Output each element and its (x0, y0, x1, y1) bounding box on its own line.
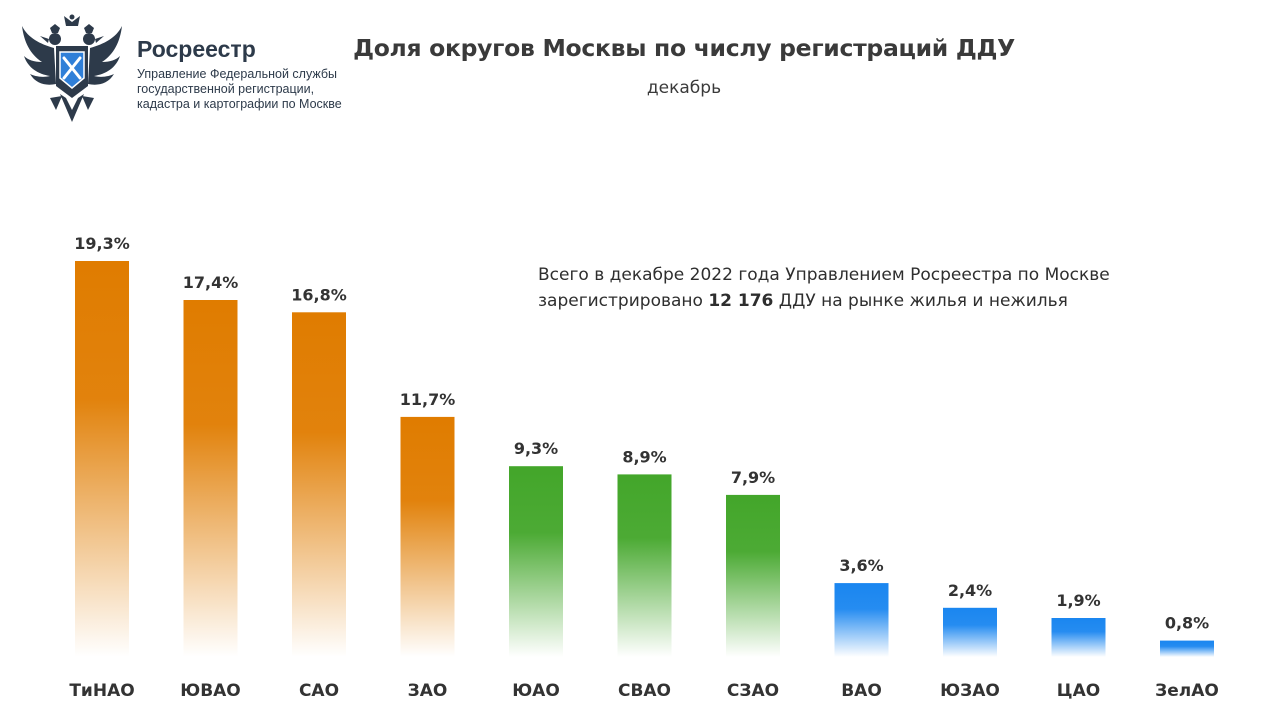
bar-value-label: 2,4% (948, 581, 992, 600)
category-label: ЮЗАО (940, 681, 1000, 701)
category-label: САО (299, 681, 339, 701)
org-subtitle: Управление Федеральной службы государств… (137, 67, 342, 112)
category-label: ЗАО (408, 681, 448, 701)
chart-title: Доля округов Москвы по числу регистраций… (353, 34, 1015, 62)
bar-ЮЗАО (943, 607, 997, 657)
org-name: Росреестр (137, 36, 256, 62)
bar-value-label: 16,8% (291, 285, 347, 304)
category-label: ТиНАО (69, 681, 134, 701)
org-subtitle-line: Управление Федеральной службы (137, 67, 337, 81)
org-subtitle-line: государственной регистрации, (137, 82, 315, 96)
bar-ТиНАО (75, 261, 129, 657)
bar-СВАО (617, 474, 672, 657)
bar-value-label: 7,9% (731, 468, 775, 487)
bar-value-label: 9,3% (514, 439, 558, 458)
bar-ЮАО (509, 466, 563, 657)
double-headed-eagle-emblem-icon (22, 14, 122, 122)
category-label: СЗАО (727, 681, 779, 701)
bar-ЗелАО (1160, 640, 1214, 657)
bar-value-label: 19,3% (74, 234, 130, 253)
summary-annotation: Всего в декабре 2022 года Управлением Ро… (538, 262, 1218, 314)
bar-value-label: 8,9% (622, 447, 666, 466)
annotation-line: зарегистрировано 12 176 ДДУ на рынке жил… (538, 288, 1218, 314)
annotation-text: зарегистрировано (538, 291, 709, 311)
bar-ВАО (834, 583, 889, 657)
annotation-line: Всего в декабре 2022 года Управлением Ро… (538, 265, 1110, 285)
annotation-text: ДДУ на рынке жилья и нежилья (773, 291, 1068, 311)
bar-ЮВАО (183, 300, 238, 657)
bar-value-label: 0,8% (1165, 614, 1209, 633)
bar-САО (292, 312, 346, 657)
bar-value-label: 1,9% (1056, 591, 1100, 610)
category-label: СВАО (618, 681, 671, 701)
org-subtitle-line: кадастра и картографии по Москве (137, 97, 342, 111)
bar-ЗАО (400, 416, 455, 657)
category-label: ЮВАО (180, 681, 241, 701)
annotation-total-count: 12 176 (708, 291, 774, 311)
bar-value-label: 17,4% (183, 273, 239, 292)
category-label: ЦАО (1057, 681, 1100, 701)
bar-value-label: 3,6% (839, 556, 883, 575)
bar-ЦАО (1051, 618, 1106, 657)
category-label: ЮАО (512, 681, 560, 701)
category-label: ЗелАО (1155, 681, 1219, 701)
chart-subtitle: декабрь (646, 78, 722, 98)
category-label: ВАО (841, 681, 882, 701)
bar-СЗАО (726, 494, 780, 657)
bar-value-label: 11,7% (400, 390, 456, 409)
